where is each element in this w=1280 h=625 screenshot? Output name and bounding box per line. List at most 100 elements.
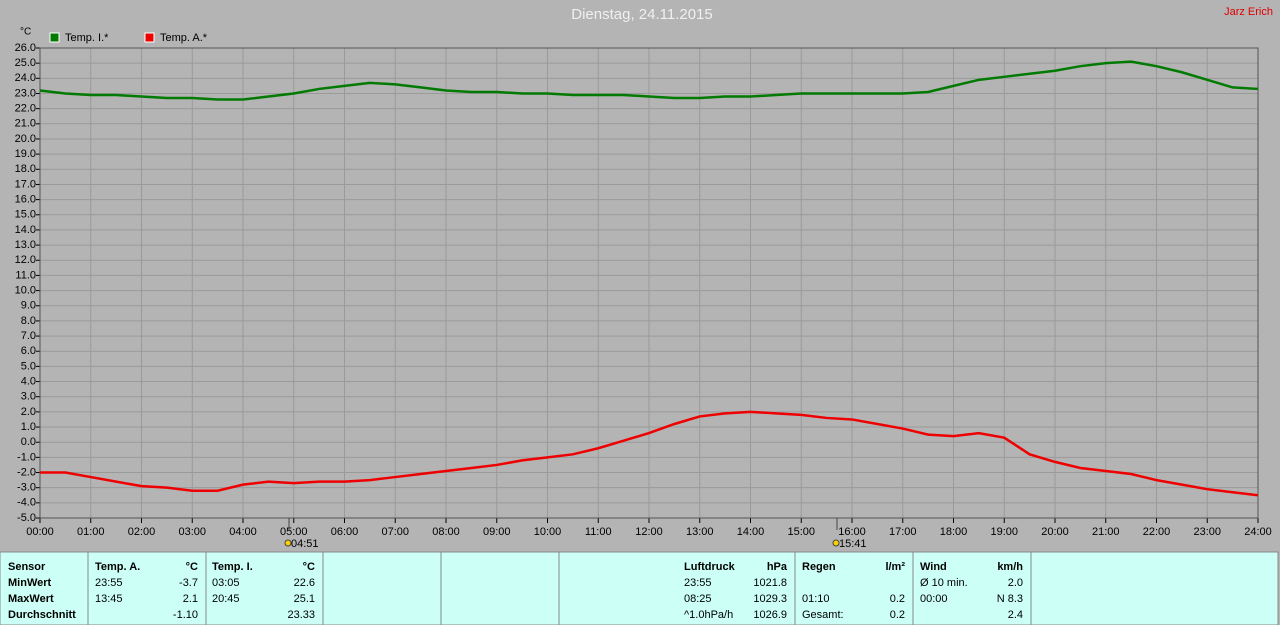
chart-title: Dienstag, 24.11.2015 <box>571 6 713 23</box>
author: Jarz Erich <box>1224 6 1273 18</box>
y-tick-label: 11.0 <box>15 269 36 281</box>
cell-time: 23:55 <box>684 577 712 589</box>
cell-time: 13:45 <box>95 593 123 605</box>
cell-value: 2.0 <box>1008 577 1023 589</box>
y-tick-label: 13.0 <box>15 239 36 251</box>
stats-panel <box>0 551 1279 625</box>
row-label: MinWert <box>8 577 52 589</box>
y-tick-label: -2.0 <box>17 466 36 478</box>
y-tick-label: 0.0 <box>21 436 36 448</box>
x-tick-label: 17:00 <box>889 526 917 538</box>
y-tick-label: 9.0 <box>21 300 36 312</box>
y-tick-label: 5.0 <box>21 360 36 372</box>
panel-title: Regen <box>802 561 836 573</box>
x-tick-label: 03:00 <box>178 526 206 538</box>
x-tick-label: 24:00 <box>1244 526 1272 538</box>
panel-unit: °C <box>186 561 198 573</box>
cell-time: 08:25 <box>684 593 712 605</box>
y-tick-label: 25.0 <box>15 57 36 69</box>
y-tick-label: 12.0 <box>15 254 36 266</box>
cell-value: N 8.3 <box>997 593 1023 605</box>
x-tick-label: 23:00 <box>1193 526 1221 538</box>
x-tick-label: 15:00 <box>787 526 815 538</box>
y-tick-label: 17.0 <box>15 178 36 190</box>
y-tick-label: 24.0 <box>15 72 36 84</box>
plot-frame <box>39 47 1259 519</box>
row-label: Durchschnitt <box>8 609 76 621</box>
y-tick-label: 19.0 <box>15 148 36 160</box>
sun-icon <box>832 539 840 547</box>
cell-time: 01:10 <box>802 593 830 605</box>
x-tick-label: 02:00 <box>128 526 156 538</box>
x-tick-label: 13:00 <box>686 526 714 538</box>
y-tick-label: 15.0 <box>15 209 36 221</box>
panel-title: Temp. A. <box>95 561 140 573</box>
x-tick-label: 08:00 <box>432 526 460 538</box>
panel-title: Luftdruck <box>684 561 736 573</box>
y-tick-label: 3.0 <box>21 391 36 403</box>
cell-value: 1021.8 <box>753 577 787 589</box>
x-tick-label: 01:00 <box>77 526 105 538</box>
annotation: 04:51 <box>291 538 319 550</box>
x-tick-label: 10:00 <box>534 526 562 538</box>
row-label: MaxWert <box>8 593 54 605</box>
line <box>40 410 1259 497</box>
cell-time: ^1.0hPa/h <box>684 609 733 621</box>
y-tick-label: 8.0 <box>21 315 36 327</box>
y-tick-label: 6.0 <box>21 345 36 357</box>
cell-value: 25.1 <box>294 593 315 605</box>
stats-table: Sensor MinWert MaxWert Durchschnitt Temp. A.… <box>8 552 1032 625</box>
x-tick-label: 22:00 <box>1143 526 1171 538</box>
y-tick-label: 21.0 <box>15 118 36 130</box>
cell-time: 20:45 <box>212 593 240 605</box>
x-tick-label: 18:00 <box>940 526 968 538</box>
x-tick-label: 00:00 <box>26 526 54 538</box>
y-tick-label: 4.0 <box>21 375 36 387</box>
panel-unit: °C <box>303 561 315 573</box>
y-tick-label: 14.0 <box>15 224 36 236</box>
y-tick-label: 2.0 <box>21 406 36 418</box>
x-tick-label: 04:00 <box>229 526 257 538</box>
cell-value: 0.2 <box>890 593 905 605</box>
x-tick-label: 16:00 <box>838 526 866 538</box>
cell-time: 03:05 <box>212 577 240 589</box>
cell-value: 22.6 <box>294 577 315 589</box>
cell-time: 23:55 <box>95 577 123 589</box>
x-tick-label: 21:00 <box>1092 526 1120 538</box>
x-tick-label: 06:00 <box>331 526 359 538</box>
y-tick-label: -1.0 <box>17 451 36 463</box>
cell-value: 2.4 <box>1008 609 1023 621</box>
y-tick-label: 7.0 <box>21 330 36 342</box>
cell-value: -3.7 <box>179 577 198 589</box>
y-tick-label: -5.0 <box>17 512 36 524</box>
cell-value: 2.1 <box>183 593 198 605</box>
x-tick-label: 05:00 <box>280 526 308 538</box>
line <box>39 60 1259 101</box>
panel-unit: km/h <box>997 561 1023 573</box>
y-tick-label: 10.0 <box>15 284 36 296</box>
y-tick-label: 18.0 <box>15 163 36 175</box>
cell-value: -1.10 <box>173 609 198 621</box>
annotation: 15:41 <box>839 538 867 550</box>
cell-value: 1026.9 <box>753 609 787 621</box>
y-unit: °C <box>20 27 31 38</box>
x-tick-label: 11:00 <box>585 526 612 538</box>
y-tick-label: 1.0 <box>21 421 36 433</box>
y-tick-label: 16.0 <box>15 194 36 206</box>
x-tick-label: 20:00 <box>1041 526 1069 538</box>
table-header: Sensor <box>8 561 46 573</box>
cell-value: 0.2 <box>890 609 905 621</box>
panel-title: Wind <box>920 561 947 573</box>
legend-swatch <box>49 32 60 43</box>
y-tick-label: -3.0 <box>17 482 36 494</box>
y-tick-label: 22.0 <box>15 103 36 115</box>
cell-value: 1029.3 <box>753 593 787 605</box>
panel-unit: l/m² <box>885 561 905 573</box>
x-tick-label: 14:00 <box>737 526 765 538</box>
x-tick-label: 12:00 <box>635 526 663 538</box>
y-tick-label: -4.0 <box>17 497 36 509</box>
legend-label: Temp. A.* <box>160 32 208 44</box>
legend-swatch <box>144 32 155 43</box>
cell-time: Ø 10 min. <box>920 577 968 589</box>
